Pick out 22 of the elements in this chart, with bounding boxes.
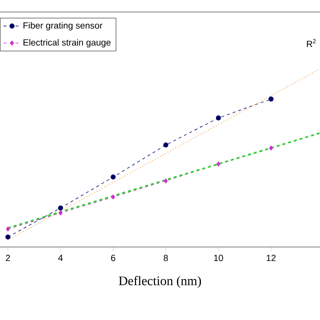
legend-label: Fiber grating sensor: [24, 22, 102, 30]
x-tick-label: 10: [214, 254, 224, 262]
point: [163, 142, 168, 148]
point: [269, 146, 274, 151]
x-tick-label: 2: [6, 254, 10, 262]
point: [110, 174, 116, 180]
text: R$^{2}$: [306, 39, 316, 48]
point: [216, 115, 221, 120]
x-tick-label: 4: [58, 254, 63, 261]
point: [6, 226, 10, 232]
point: [5, 234, 10, 240]
point: [58, 206, 64, 211]
x-axis-title: Deflection (nm): [118, 276, 201, 288]
x-tick-label: 6: [111, 254, 116, 262]
point: [216, 162, 220, 167]
point: [164, 178, 168, 184]
legend-label: Electrical strain gauge: [24, 39, 111, 48]
x-tick-label: 8: [164, 254, 168, 262]
point: [268, 96, 274, 102]
point: [58, 210, 62, 216]
point: [111, 194, 116, 200]
x-tick-label: 12: [266, 254, 276, 262]
